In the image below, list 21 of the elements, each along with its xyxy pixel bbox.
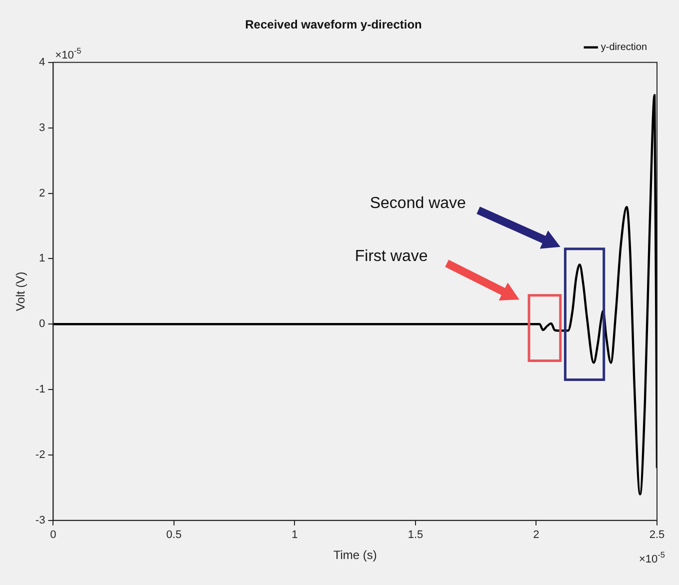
chart-title: Received waveform y-direction (245, 18, 422, 32)
annotation: First wave (354, 248, 428, 266)
y-tick-label: 0 (39, 318, 46, 330)
x-tick-label: 2.5 (649, 529, 665, 542)
y-tick-label: 3 (39, 122, 46, 134)
annotation: Second wave (370, 195, 466, 212)
x-tick-label: 0 (50, 529, 56, 542)
x-tick-label: 1.5 (408, 529, 424, 542)
x-tick-label: 0.5 (166, 529, 182, 542)
line-series (53, 94, 657, 496)
y-tick-label: -2 (35, 449, 46, 462)
y-axis-title: Volt (V) (14, 272, 28, 312)
y-tick-label: -3 (35, 514, 46, 526)
y-tick-label: 2 (39, 187, 46, 200)
x-tick-label: 2 (533, 529, 540, 542)
y-tick-label: 1 (39, 252, 46, 265)
x-axis-title: Time (s) (333, 548, 377, 562)
x-tick-label: 1 (292, 529, 298, 542)
legend-label: y-direction (600, 42, 648, 54)
y-tick-label: -1 (35, 384, 46, 396)
y-tick-label: 4 (39, 56, 46, 68)
